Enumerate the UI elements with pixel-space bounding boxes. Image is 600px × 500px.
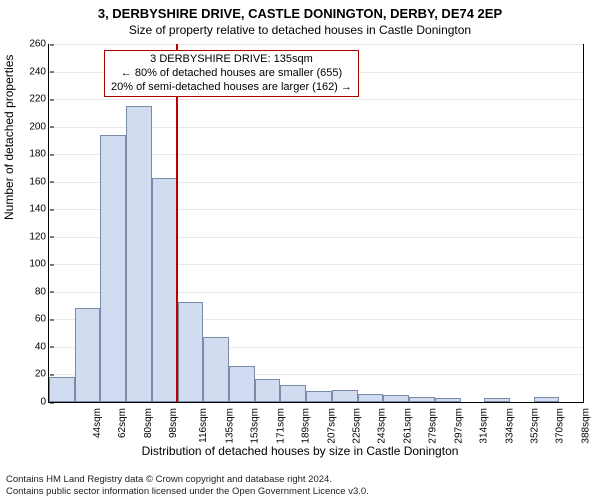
x-tick: 297sqm [453,408,464,444]
x-tick: 334sqm [504,408,515,444]
y-tick: 120 [29,231,49,242]
y-tick: 60 [35,314,49,325]
x-tick: 62sqm [117,408,128,438]
x-tick: 135sqm [224,408,235,444]
x-tick: 370sqm [555,408,566,444]
x-tick: 116sqm [198,408,209,443]
y-tick: 40 [35,341,49,352]
bar [229,366,255,402]
bar [409,397,435,403]
x-tick: 207sqm [326,408,337,444]
bar [280,385,306,402]
y-tick: 160 [29,176,49,187]
plot-area: 3 DERBYSHIRE DRIVE: 135sqm ← 80% of deta… [48,44,584,403]
y-tick: 180 [29,149,49,160]
y-tick: 200 [29,121,49,132]
chart-container: 3, DERBYSHIRE DRIVE, CASTLE DONINGTON, D… [0,0,600,500]
bar [306,391,332,402]
bar [383,395,409,402]
x-tick: 189sqm [301,408,312,444]
x-tick: 225sqm [352,408,363,444]
bar [152,178,178,402]
bar [255,379,281,402]
bar [332,390,358,402]
attribution-line-2: Contains public sector information licen… [6,486,369,497]
x-tick: 98sqm [168,408,179,438]
bar [126,106,152,402]
legend-line-2: ← 80% of detached houses are smaller (65… [111,67,352,81]
bar [358,394,384,402]
y-tick: 220 [29,94,49,105]
x-tick: 352sqm [530,408,541,444]
legend-box: 3 DERBYSHIRE DRIVE: 135sqm ← 80% of deta… [104,50,359,97]
y-tick: 100 [29,259,49,270]
x-tick: 171sqm [275,408,286,444]
legend-line-3: 20% of semi-detached houses are larger (… [111,81,352,95]
bar [75,308,101,402]
attribution-line-1: Contains HM Land Registry data © Crown c… [6,474,369,485]
y-tick: 240 [29,66,49,77]
legend-line-1: 3 DERBYSHIRE DRIVE: 135sqm [111,53,352,67]
reference-line [176,44,178,402]
y-tick: 20 [35,369,49,380]
title-line-1: 3, DERBYSHIRE DRIVE, CASTLE DONINGTON, D… [0,0,600,21]
bars [49,44,583,402]
y-tick: 140 [29,204,49,215]
y-tick: 260 [29,39,49,50]
x-tick: 314sqm [479,408,490,444]
x-tick: 80sqm [143,408,154,438]
attribution: Contains HM Land Registry data © Crown c… [6,474,369,497]
bar [435,398,461,402]
bar [178,302,204,403]
x-tick: 243sqm [377,408,388,444]
title-line-2: Size of property relative to detached ho… [0,21,600,37]
x-tick: 261sqm [402,408,413,444]
x-tick: 153sqm [250,408,261,444]
y-axis-label: Number of detached properties [2,55,16,220]
y-tick: 0 [40,397,49,408]
bar [484,398,510,402]
x-tick: 279sqm [428,408,439,444]
bar [203,337,229,402]
x-tick: 44sqm [92,408,103,438]
x-axis-label: Distribution of detached houses by size … [0,444,600,458]
bar [100,135,126,402]
y-tick: 80 [35,286,49,297]
x-tick: 388sqm [580,408,591,444]
bar [49,377,75,402]
bar [534,397,560,403]
